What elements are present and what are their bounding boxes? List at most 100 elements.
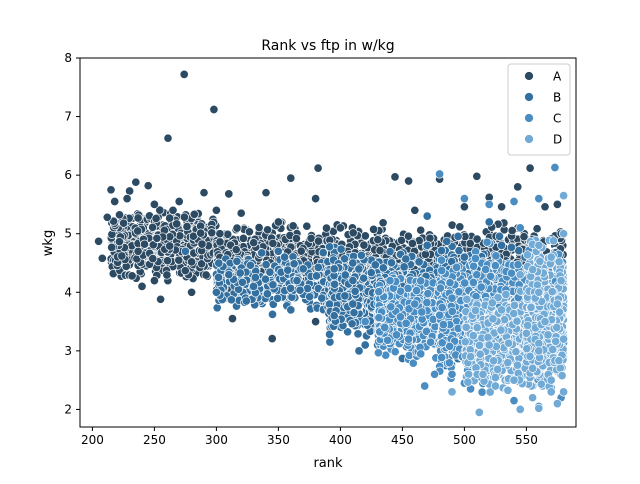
data-point [455,222,465,232]
data-point [369,224,379,234]
data-point [325,337,335,347]
data-point [211,287,221,297]
data-point [295,285,305,295]
data-point [179,212,189,222]
data-point [149,276,159,286]
data-point [375,245,385,256]
data-point [353,329,363,339]
data-point [391,330,402,340]
data-point [373,235,383,245]
data-point [465,238,475,249]
data-point [119,218,129,228]
data-point [459,202,469,212]
data-point [286,305,296,315]
data-point [311,271,322,281]
data-point [335,223,345,233]
data-point [223,229,233,239]
data-point [442,236,452,246]
data-point [484,217,494,227]
data-point [313,236,324,246]
data-point [250,272,260,283]
data-point [447,220,457,230]
data-point [354,346,364,356]
data-point [348,299,358,309]
data-point [187,257,197,267]
data-point [189,209,199,219]
data-point [390,172,400,182]
data-point [196,228,206,238]
data-point [151,213,161,224]
data-point [163,133,173,143]
data-point [386,258,397,268]
data-point [313,262,323,272]
data-point [459,252,469,262]
data-point [224,189,234,199]
data-point [453,231,463,241]
data-point [497,202,507,212]
data-point [182,222,192,232]
data-point [288,221,298,231]
data-point [209,104,219,115]
data-point [283,265,293,275]
data-point [122,194,132,204]
data-point [507,226,517,236]
data-point [325,329,335,339]
data-point [114,237,124,247]
data-point [378,218,388,228]
chart-title: Rank vs ftp in w/kg [261,38,394,54]
data-point [244,227,254,237]
data-point [378,263,388,273]
data-point [114,210,125,220]
data-point [207,228,217,238]
data-point [305,292,315,302]
data-point [302,221,312,231]
data-point [94,236,104,246]
data-point [340,291,350,301]
data-point [289,259,299,269]
data-point [340,270,350,280]
data-point [403,231,413,241]
data-point [348,275,358,286]
data-point [472,171,482,181]
data-point [212,303,222,313]
data-point [237,277,247,287]
data-point [298,264,308,274]
data-point [106,185,116,195]
data-point [329,264,339,274]
data-point [139,239,150,249]
data-point [152,233,162,243]
data-point [254,223,264,233]
data-point [235,268,245,278]
data-point [410,205,420,215]
data-point [325,242,335,252]
data-point [268,280,278,290]
data-point [311,317,321,327]
data-point [162,256,173,266]
data-point [165,241,175,251]
data-point [286,283,296,293]
data-point [125,186,135,196]
points-layer [94,69,569,417]
data-point [261,260,271,270]
data-point [401,254,411,264]
data-point [117,251,127,261]
data-point [102,212,112,222]
data-point [260,274,271,284]
data-point [366,268,376,278]
data-point [399,262,409,272]
data-point [268,238,278,248]
data-point [231,245,241,255]
data-point [213,272,224,282]
data-point [267,334,277,344]
data-point [416,225,426,235]
data-point [148,222,158,232]
data-point [506,242,516,252]
data-point [540,202,550,212]
data-point [356,250,366,260]
data-point [302,283,313,294]
data-point [329,311,339,321]
data-point [359,273,369,283]
data-point [321,223,332,233]
data-point [241,296,251,306]
